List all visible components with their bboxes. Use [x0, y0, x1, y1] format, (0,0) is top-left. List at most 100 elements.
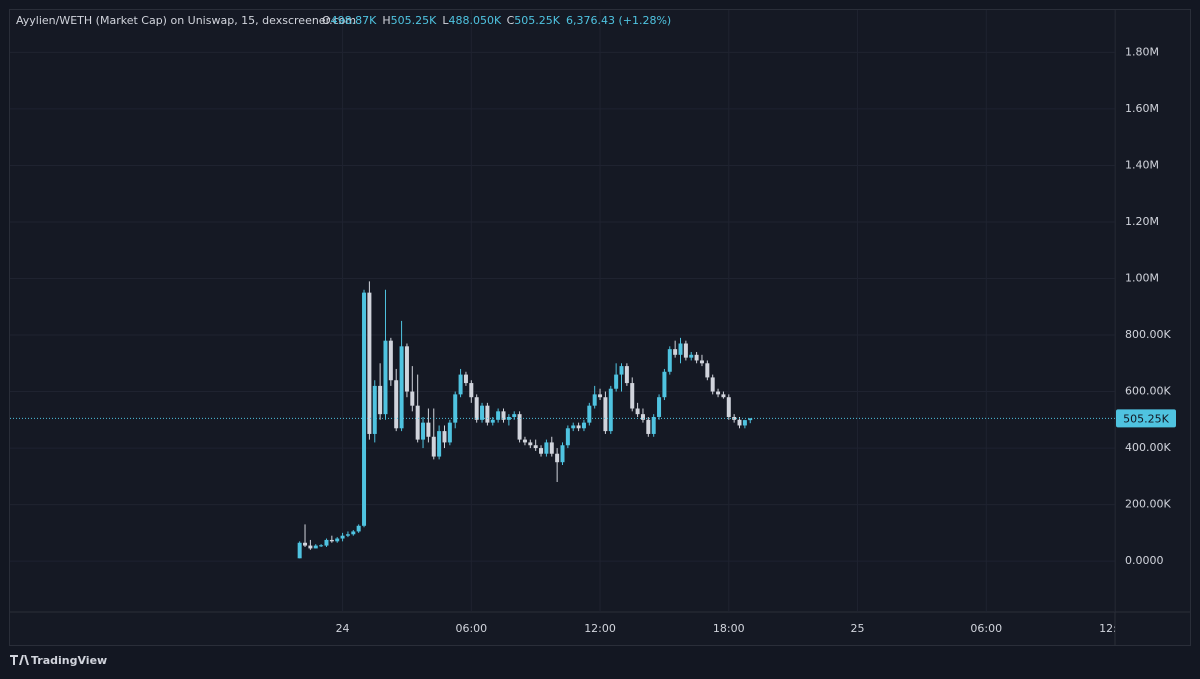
candle-body	[410, 391, 415, 406]
candle-body	[501, 411, 506, 420]
candle-body	[662, 371, 667, 398]
y-tick-label: 1.80M	[1125, 45, 1159, 58]
x-tick-label: 18:00	[713, 622, 745, 635]
h-value: 505.25K	[391, 14, 437, 27]
candle-body	[624, 366, 629, 384]
candle-body	[303, 542, 308, 546]
candle-body	[480, 405, 485, 420]
candle-body	[737, 419, 742, 426]
candle-body	[673, 349, 678, 355]
candle-body	[614, 374, 619, 389]
y-tick-label: 800.00K	[1125, 328, 1171, 341]
candle-body	[732, 416, 737, 420]
candle-body	[555, 453, 560, 463]
candle-body	[726, 397, 731, 417]
candle-body	[549, 442, 554, 454]
candle-body	[442, 431, 447, 443]
ohlc-legend: O498.87K H505.25K L488.050K C505.25K 6,376.4…	[322, 14, 671, 27]
candle-body	[319, 545, 324, 547]
chart-title: Ayylien/WETH (Market Cap) on Uniswap, 15…	[16, 14, 356, 27]
l-value: 488.050K	[449, 14, 502, 27]
y-tick-label: 200.00K	[1125, 498, 1171, 511]
last-price-box	[1116, 409, 1176, 428]
candle-body	[496, 411, 501, 420]
candle-body	[689, 354, 694, 358]
candle-body	[372, 385, 377, 434]
candle-body	[324, 539, 329, 546]
candle-body	[716, 391, 721, 395]
candle-body	[619, 366, 624, 375]
candle-body	[598, 394, 603, 398]
candle-body	[694, 354, 699, 361]
candle-body	[699, 360, 704, 364]
y-tick-label: 600.00K	[1125, 385, 1171, 398]
y-tick-label: 400.00K	[1125, 441, 1171, 454]
candle-body	[431, 436, 436, 457]
candle-body	[340, 535, 345, 539]
candle-body	[356, 525, 361, 532]
candle-body	[635, 408, 640, 415]
candle-body	[345, 534, 350, 536]
candle-body	[646, 419, 651, 434]
o-value: 498.87K	[331, 14, 377, 27]
y-tick-label: 1.20M	[1125, 215, 1159, 228]
candle-body	[710, 377, 715, 392]
candle-body	[667, 349, 672, 372]
brand: TradingView	[31, 654, 107, 667]
candle-body	[705, 363, 710, 378]
candle-body	[447, 422, 452, 443]
candle-body	[517, 414, 522, 440]
candle-body	[394, 380, 399, 429]
candle-body	[463, 374, 468, 384]
c-value: 505.25K	[514, 14, 560, 27]
candle-body	[742, 420, 747, 426]
candle-body	[415, 405, 420, 440]
candle-body	[581, 422, 586, 429]
l-label: L	[442, 14, 449, 27]
candle-body	[748, 418, 753, 421]
y-tick-label: 1.40M	[1125, 158, 1159, 171]
candle-body	[378, 385, 383, 415]
brand-logo	[10, 655, 29, 665]
change: 6,376.43 (+1.28%)	[566, 14, 671, 27]
candle-body	[383, 340, 388, 415]
candle-body	[485, 405, 490, 423]
last-price-label: 505.25K	[1123, 412, 1169, 425]
h-label: H	[382, 14, 390, 27]
y-tick-label: 1.00M	[1125, 271, 1159, 284]
x-tick-label: 06:00	[970, 622, 1002, 635]
x-tick-label: 25	[851, 622, 865, 635]
candle-body	[437, 431, 442, 457]
candle-body	[603, 397, 608, 432]
candle-body	[544, 442, 549, 454]
candle-body	[362, 292, 367, 526]
candle-body	[630, 383, 635, 409]
x-tick-label: 12:00	[1099, 622, 1131, 635]
candle-body	[335, 538, 340, 542]
candle-body	[657, 397, 662, 417]
candle-body	[490, 419, 495, 423]
candle-body	[388, 340, 393, 381]
x-tick-label: 24	[336, 622, 350, 635]
candle-body	[453, 394, 458, 423]
candle-body	[528, 442, 533, 446]
candle-body	[587, 405, 592, 423]
c-label: C	[507, 14, 515, 27]
candle-body	[399, 346, 404, 429]
x-tick-label: 06:00	[455, 622, 487, 635]
candle-body	[313, 545, 318, 549]
candle-body	[592, 394, 597, 406]
candle-body	[721, 394, 726, 398]
candle-body	[426, 422, 431, 437]
candle-body	[565, 428, 570, 446]
candle-body	[608, 388, 613, 432]
candle-body	[651, 416, 656, 434]
candle-body	[533, 445, 538, 449]
candle-body	[576, 425, 581, 429]
y-tick-label: 0.0000	[1125, 554, 1164, 567]
x-tick-label: 12:00	[584, 622, 616, 635]
candle-body	[297, 542, 302, 559]
candle-body	[683, 343, 688, 358]
candle-body	[522, 439, 527, 443]
